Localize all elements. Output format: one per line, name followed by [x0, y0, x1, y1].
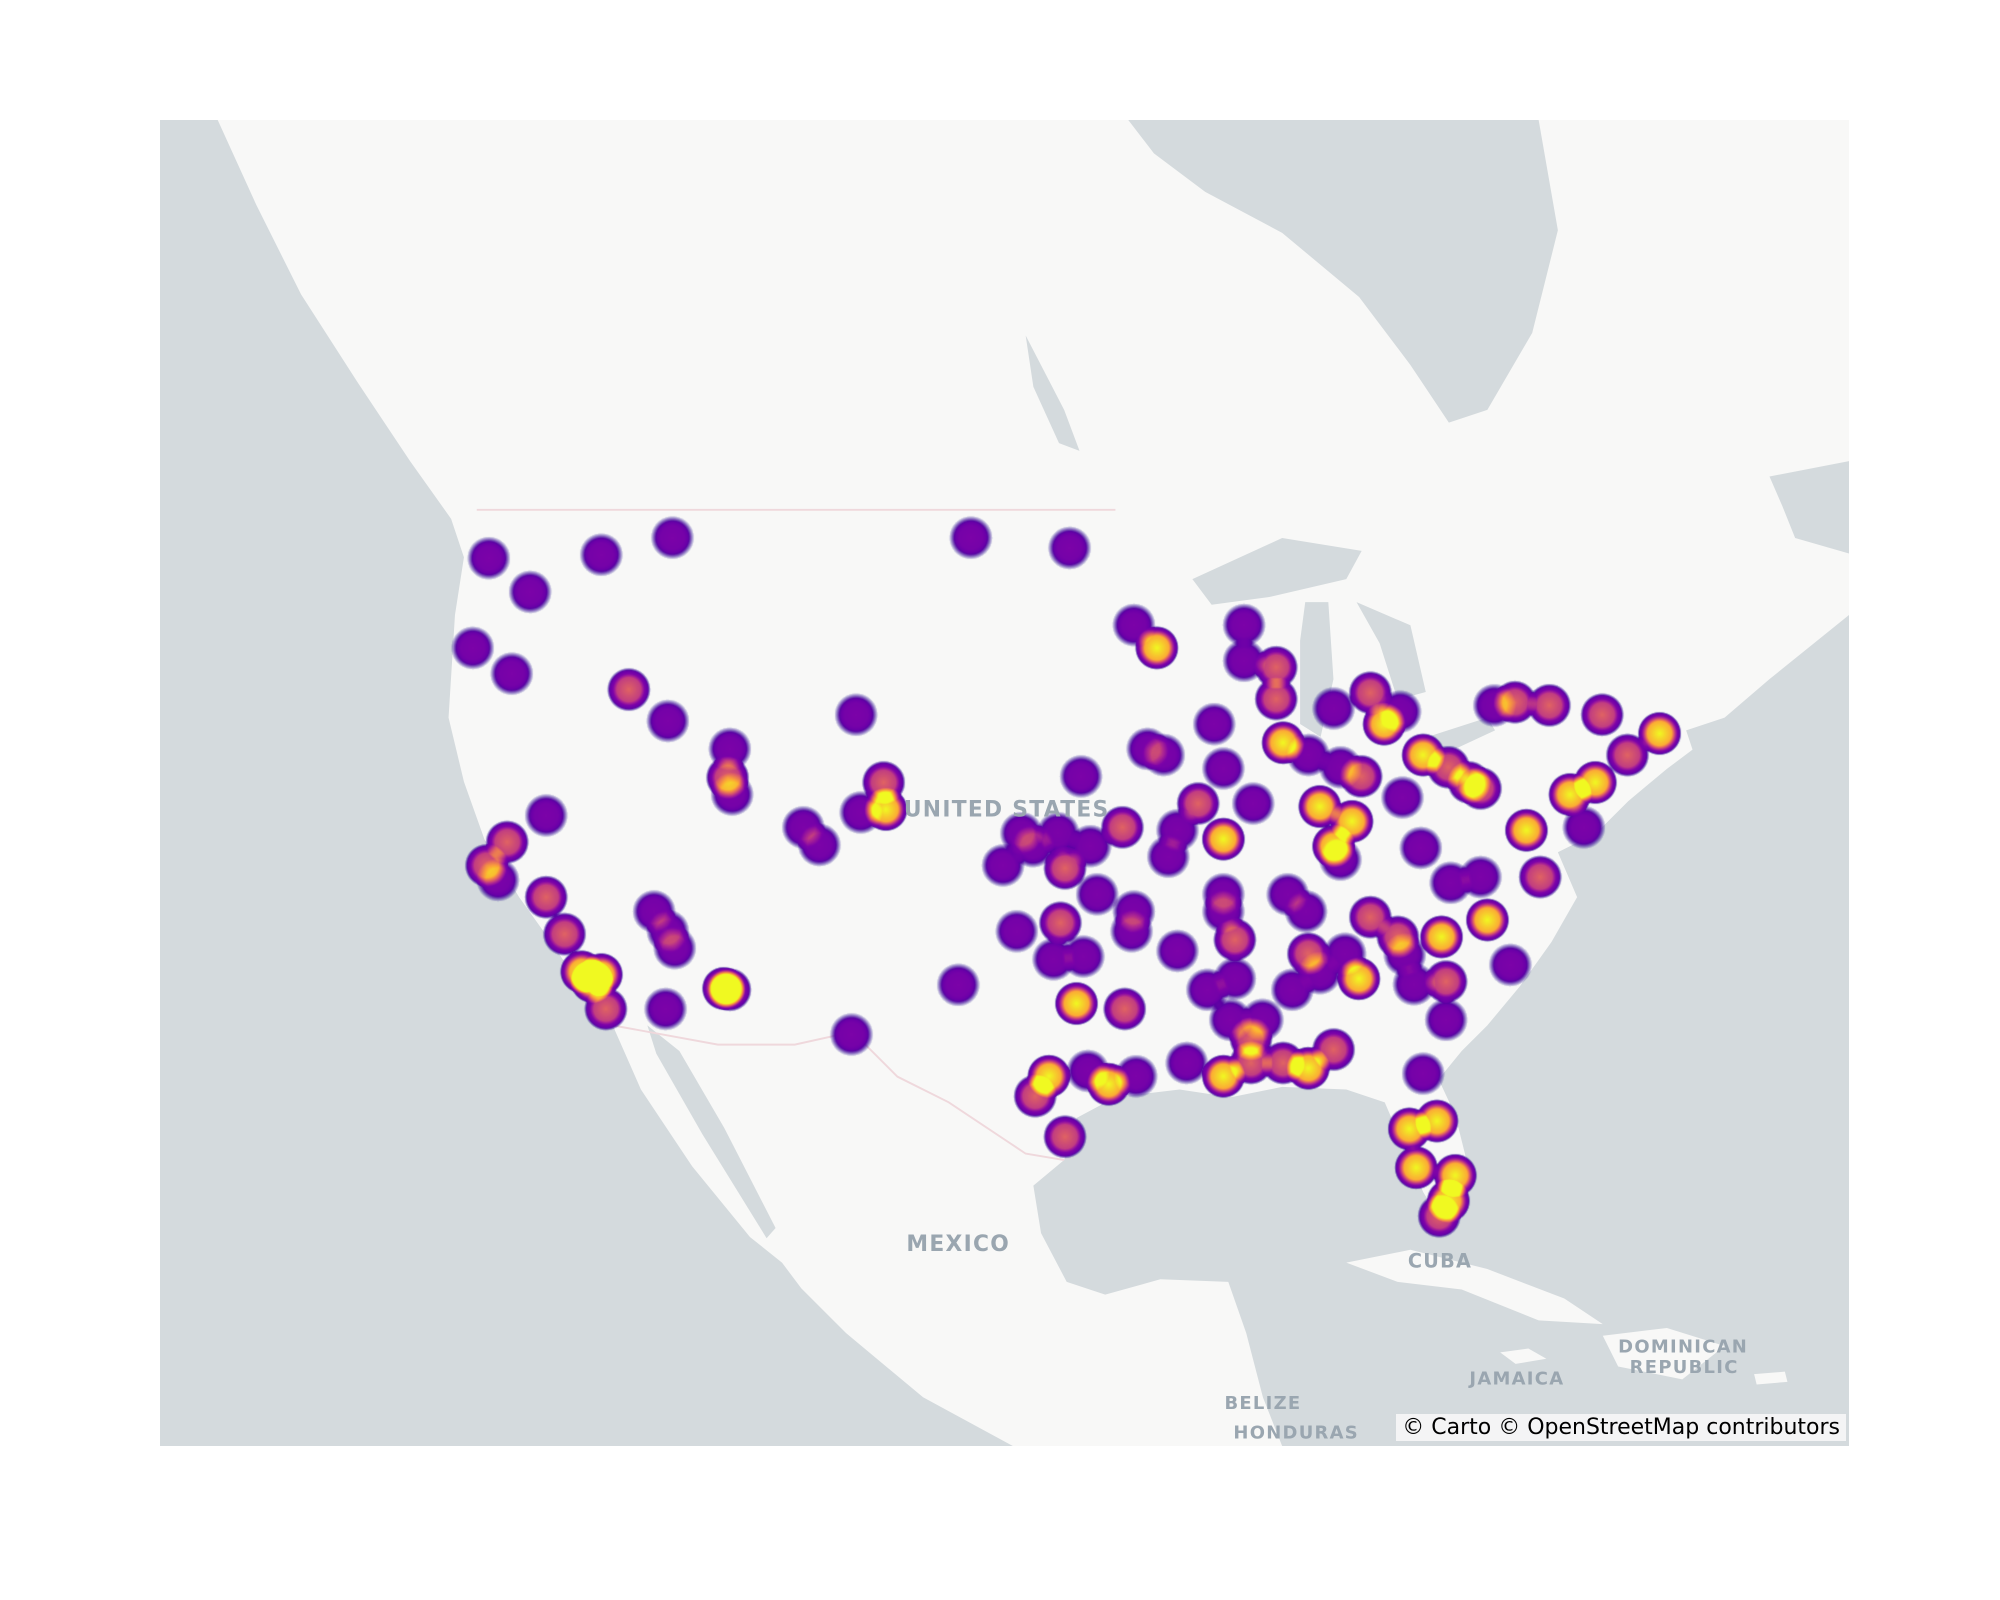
density-heatmap-layer	[160, 120, 1849, 1446]
map-attribution[interactable]: © Carto © OpenStreetMap contributors	[1396, 1414, 1846, 1441]
map-view[interactable]: UNITED STATES MEXICO CUBA JAMAICA DOMINI…	[160, 120, 1849, 1446]
